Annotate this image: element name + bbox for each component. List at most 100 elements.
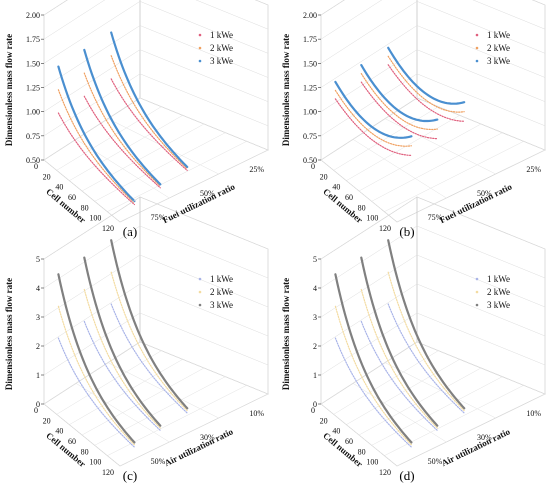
x-tick-label: 0: [311, 406, 315, 415]
z-tick-label: 1.00: [303, 108, 317, 117]
series-line-1: [334, 337, 412, 448]
panel-label: (b): [399, 224, 414, 239]
grid-line-z: [416, 1, 546, 54]
z-tick-label: 1: [313, 371, 317, 380]
x-tick-label: 100: [89, 458, 101, 467]
grid-line-z: [416, 312, 546, 366]
grid-line-z: [320, 196, 418, 260]
y-axis-title: Air utilization ratio: [440, 426, 512, 468]
series-line-1: [387, 64, 465, 122]
z-tick-label: 0.75: [26, 132, 40, 141]
grid-line-x: [396, 393, 546, 467]
grid-line-x: [396, 149, 546, 223]
legend-marker: [198, 46, 202, 50]
grid-line-z: [416, 225, 546, 279]
grid-line-z: [320, 25, 418, 88]
y-tick-label: 25%: [526, 165, 541, 174]
legend-marker: [475, 277, 479, 281]
series-line-3: [334, 273, 413, 444]
panel-a: 2.00 1.75 1.50 1.25 1.00 0.75 0.500 20 40 60 80100…: [4, 0, 269, 239]
grid-line-x: [43, 341, 141, 405]
grid-line-z: [320, 49, 418, 112]
z-tick-label: 1.00: [26, 108, 40, 117]
series-line-2: [334, 89, 412, 147]
grid-line-x: [107, 141, 247, 212]
z-tick-label: 2.00: [26, 11, 40, 20]
grid-line-z: [43, 0, 68, 16]
grid-line-z: [472, 0, 546, 30]
grid-line-z: [43, 1, 141, 64]
grid-line-z: [320, 1, 418, 64]
series-line-3: [83, 48, 162, 186]
grid-line-z: [139, 73, 269, 127]
z-tick-label: 1.75: [303, 35, 317, 44]
grid-line-y: [107, 118, 219, 175]
y-tick-label: 25%: [249, 165, 264, 174]
grid-line-x: [43, 97, 141, 161]
x-tick-label: 0: [311, 162, 315, 171]
grid-line-y: [384, 118, 496, 175]
grid-line-x: [56, 106, 162, 171]
z-tick-label: 3: [313, 313, 317, 322]
series-line-2: [83, 288, 161, 429]
series-line-1: [110, 78, 188, 171]
legend-marker: [475, 290, 479, 294]
grid-line-x: [81, 367, 205, 436]
z-axis-title: Dimensionless mass flow rate: [4, 278, 14, 390]
grid-line-z: [43, 25, 141, 88]
grid-line-z: [320, 312, 418, 376]
grid-line-x: [81, 123, 205, 192]
side-wall: [43, 0, 141, 161]
x-tick-label: 40: [55, 427, 63, 436]
grid-line-z: [43, 73, 141, 137]
y-tick-label: 75%: [151, 213, 166, 222]
series-line-3: [57, 65, 136, 203]
grid-line-x: [358, 123, 482, 192]
grid-line-y: [75, 383, 170, 443]
series-line-2: [110, 55, 188, 170]
grid-line-z: [43, 49, 141, 112]
grid-line-y: [352, 139, 447, 199]
grid-line-y: [107, 362, 219, 419]
legend-entry-3: 3 kWe: [210, 300, 233, 310]
x-tick-label: 0: [34, 162, 38, 171]
series-line-3: [83, 256, 162, 427]
grid-line-x: [94, 132, 226, 202]
series-line-2: [360, 73, 438, 131]
grid-line-y: [384, 362, 496, 419]
grid-line-x: [119, 393, 269, 467]
legend-marker: [475, 303, 479, 307]
x-tick-label: 0: [34, 406, 38, 415]
grid-line-z: [139, 312, 269, 366]
z-tick-label: 1: [36, 371, 40, 380]
series-line-1: [110, 303, 188, 414]
z-tick-label: 1.50: [303, 59, 317, 68]
grid-line-z: [139, 49, 269, 102]
panel-d: 54321002040608010012010%30%50%Dimensionl…: [281, 196, 546, 483]
grid-line-y: [320, 159, 398, 223]
legend-entry-3: 3 kWe: [210, 56, 233, 66]
legend-entry-1: 1 kWe: [487, 274, 510, 284]
grid-line-y: [43, 403, 121, 467]
grid-line-z: [532, 0, 546, 6]
x-tick-label: 60: [68, 437, 76, 446]
y-tick-label: 30%: [477, 433, 492, 442]
x-tick-label: 80: [358, 447, 366, 456]
x-tick-label: 120: [379, 224, 391, 233]
grid-line-x: [358, 367, 482, 436]
y-axis-title: Fuel utilization ratio: [161, 181, 237, 225]
x-tick-label: 80: [81, 447, 89, 456]
series-line-3: [360, 63, 439, 123]
grid-line-x: [346, 115, 460, 181]
grid-line-x: [320, 341, 418, 405]
grid-line-x: [333, 106, 439, 171]
z-tick-label: 2.00: [303, 11, 317, 20]
z-tick-label: 3: [36, 313, 40, 322]
panel-b: 2.00 1.75 1.50 1.25 1.00 0.75 0.500 20 40 60 80100…: [281, 0, 546, 239]
z-tick-label: 1.25: [303, 84, 317, 93]
grid-line-y: [320, 403, 398, 467]
grid-line-x: [107, 385, 247, 456]
series-line-1: [334, 98, 412, 156]
y-tick-label: 50%: [151, 457, 166, 466]
legend-entry-1: 1 kWe: [210, 30, 233, 40]
